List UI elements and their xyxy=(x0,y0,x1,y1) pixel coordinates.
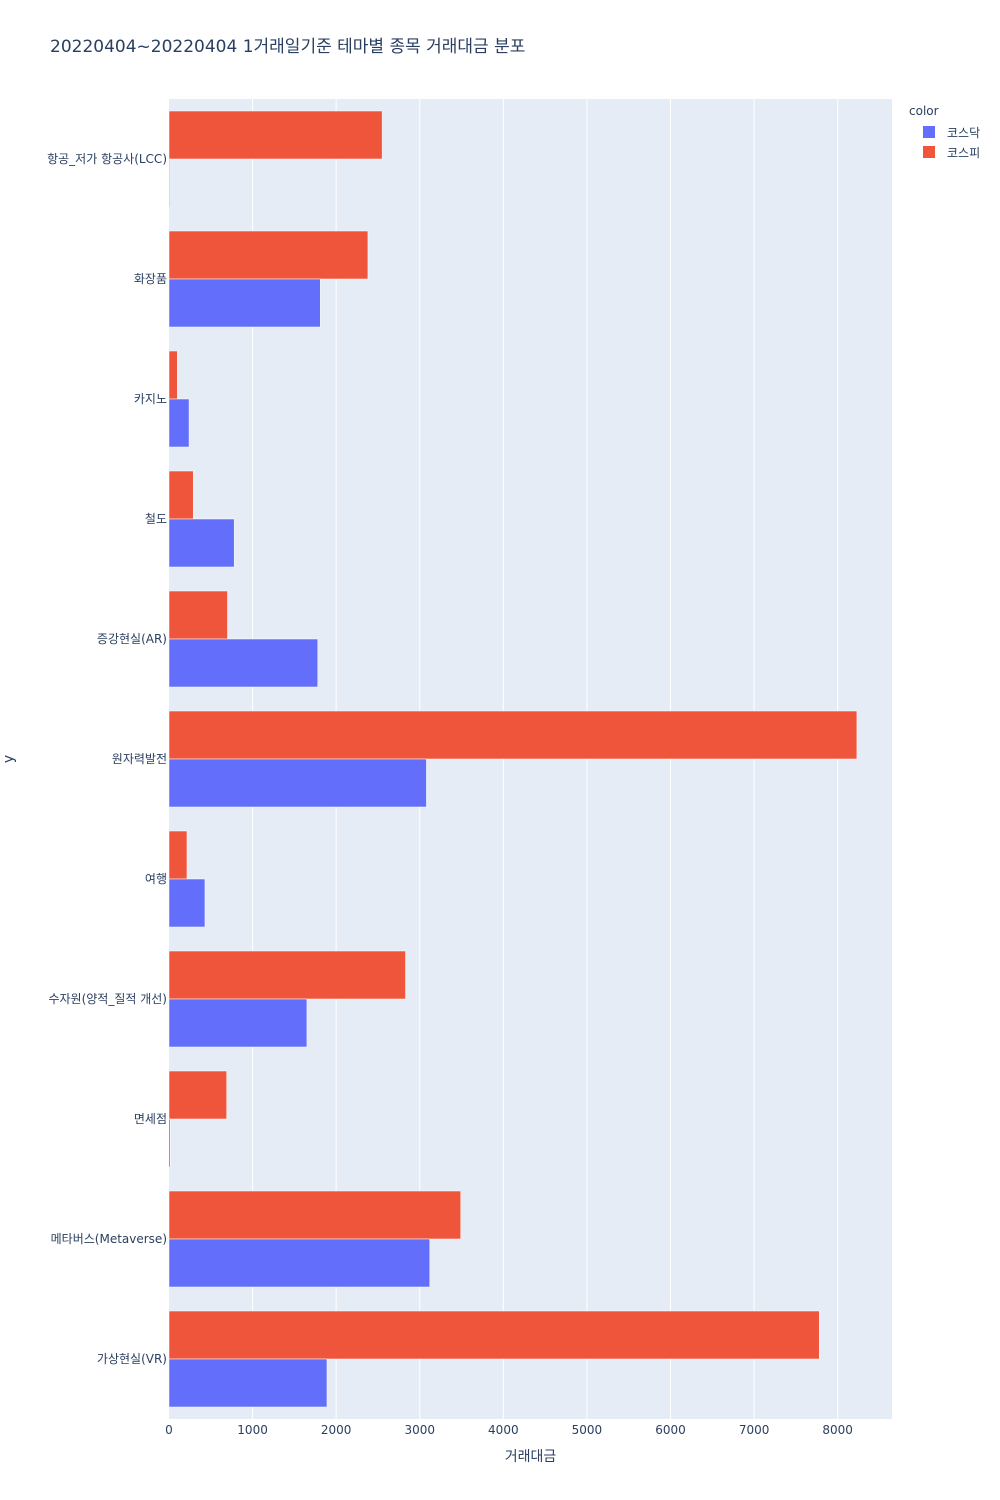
legend-title: color xyxy=(909,104,939,118)
chart-title: 20220404~20220404 1거래일기준 테마별 종목 거래대금 분포 xyxy=(50,37,526,57)
bar-kospi[interactable] xyxy=(168,1070,227,1120)
bar-kosdaq[interactable] xyxy=(168,998,308,1048)
y-tick-label: 철도 xyxy=(145,512,167,526)
bar-kospi[interactable] xyxy=(168,470,194,520)
bar-kosdaq[interactable] xyxy=(168,1358,328,1408)
y-tick-label: 증강현실(AR) xyxy=(97,632,167,646)
x-tick-labels: 0 1000 2000 3000 4000 5000 6000 7000 8000 xyxy=(165,1423,853,1437)
bar-kosdaq[interactable] xyxy=(168,278,321,328)
bar-kospi[interactable] xyxy=(168,1190,461,1240)
y-tick-label: 수자원(양적_질적 개선) xyxy=(48,992,167,1006)
bar-kosdaq[interactable] xyxy=(168,398,190,448)
y-tick-label: 가상현실(VR) xyxy=(97,1352,167,1366)
bar-kospi[interactable] xyxy=(168,110,383,160)
y-axis-title: y xyxy=(1,755,17,763)
legend-label-kospi: 코스피 xyxy=(947,145,981,160)
x-tick-label: 7000 xyxy=(739,1423,770,1437)
legend: color 코스닥 코스피 xyxy=(909,104,980,162)
x-tick-label: 2000 xyxy=(321,1423,352,1437)
bar-kosdaq[interactable] xyxy=(168,878,206,928)
bar-kospi[interactable] xyxy=(168,230,369,280)
legend-item-kospi[interactable]: 코스피 xyxy=(909,142,980,162)
x-tick-label: 5000 xyxy=(572,1423,603,1437)
y-tick-label: 면세점 xyxy=(134,1112,167,1126)
x-tick-label: 0 xyxy=(165,1423,173,1437)
bar-kosdaq[interactable] xyxy=(168,158,171,208)
y-tick-label: 화장품 xyxy=(134,272,167,286)
x-tick-label: 3000 xyxy=(404,1423,435,1437)
bar-kospi[interactable] xyxy=(168,350,178,400)
bar-kospi[interactable] xyxy=(168,950,406,1000)
bar-kospi[interactable] xyxy=(168,590,228,640)
bar-kosdaq[interactable] xyxy=(168,758,427,808)
y-tick-label: 여행 xyxy=(145,871,167,886)
bar-kosdaq[interactable] xyxy=(168,638,319,688)
x-tick-label: 4000 xyxy=(488,1423,519,1437)
x-tick-label: 8000 xyxy=(822,1423,853,1437)
x-tick-label: 6000 xyxy=(655,1423,686,1437)
bars xyxy=(168,110,858,1408)
x-tick-label: 1000 xyxy=(237,1423,268,1437)
legend-swatch-kospi xyxy=(923,146,935,158)
legend-label-kosdaq: 코스닥 xyxy=(947,125,981,140)
legend-item-kosdaq[interactable]: 코스닥 xyxy=(909,122,980,142)
bar-kosdaq[interactable] xyxy=(168,1118,171,1168)
bar-kospi[interactable] xyxy=(168,1310,820,1360)
y-tick-label: 원자력발전 xyxy=(112,752,167,766)
y-tick-label: 카지노 xyxy=(134,392,167,406)
y-tick-label: 메타버스(Metaverse) xyxy=(51,1232,167,1246)
bar-kospi[interactable] xyxy=(168,830,188,880)
bar-kosdaq[interactable] xyxy=(168,1238,431,1288)
x-axis-title: 거래대금 xyxy=(505,1449,557,1465)
bar-kospi[interactable] xyxy=(168,710,858,760)
y-tick-label: 항공_저가 항공사(LCC) xyxy=(47,152,167,166)
bar-kosdaq[interactable] xyxy=(168,518,235,568)
legend-swatch-kosdaq xyxy=(923,126,935,138)
